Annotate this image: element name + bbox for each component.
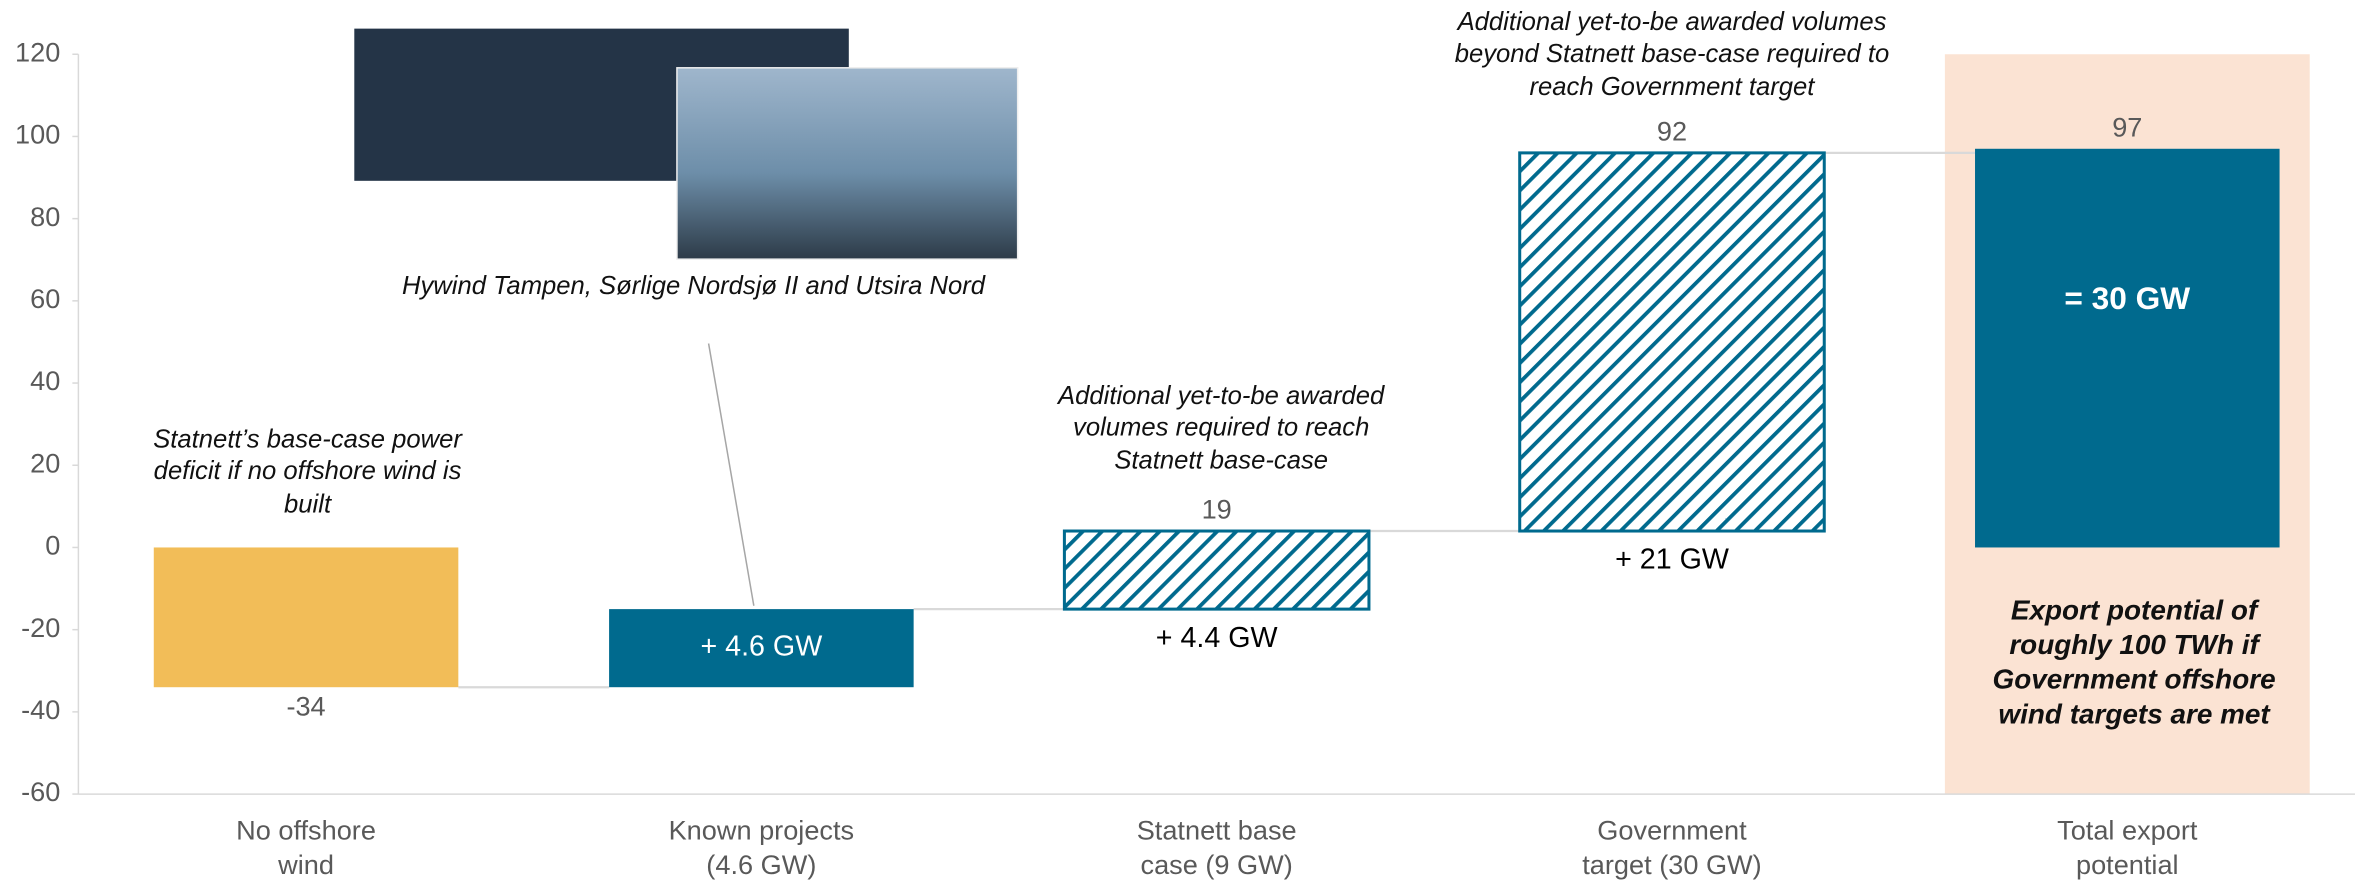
annotation: Export potential of roughly 100 TWh if G… [1992,593,2276,730]
y-tick-label: -60 [21,776,60,807]
x-tick-label: Known projects (4.6 GW) [668,815,855,880]
x-tick-label: Statnett base case (9 GW) [1136,815,1297,880]
x-tick-label: No offshore wind [236,815,376,880]
bar-label: + 4.4 GW [1156,622,1278,654]
x-tick-label: Total export potential [2057,815,2198,880]
y-tick-label: 20 [30,447,60,478]
screenshot-photo [676,67,1018,260]
y-tick-label: -20 [21,612,60,643]
bar-label: + 21 GW [1615,544,1729,576]
bar [609,609,914,688]
value-label: 97 [2112,111,2142,142]
bar-label: = 30 GW [2064,280,2190,316]
y-tick-label: 120 [15,36,60,67]
annotation: Additional yet-to-be awarded volumes req… [1058,381,1385,474]
value-label: 92 [1657,115,1687,146]
bar [1062,529,1371,611]
y-tick-label: -40 [21,694,60,725]
value-label: -34 [286,690,325,721]
value-label: 19 [1202,494,1232,525]
bar [153,547,459,688]
photo-frame [676,67,1019,260]
y-tick-label: 40 [30,365,60,396]
annotation: Statnett’s base-case power deficit if no… [153,424,462,518]
news-screenshot [354,28,1019,260]
annotation: Hywind Tampen, Sørlige Nordsjø II and Ut… [401,271,986,300]
annotation: Additional yet-to-be awarded volumes bey… [1454,7,1890,101]
y-tick-label: 100 [15,119,60,150]
bar [1975,148,2280,548]
leader-line [707,343,755,606]
x-tick-label: Government target (30 GW) [1582,815,1762,880]
bar-label: + 4.6 GW [700,631,822,663]
y-tick-label: 0 [45,530,60,561]
y-tick-label: 60 [30,283,60,314]
y-tick-label: 80 [30,201,60,232]
bar [1518,151,1826,533]
